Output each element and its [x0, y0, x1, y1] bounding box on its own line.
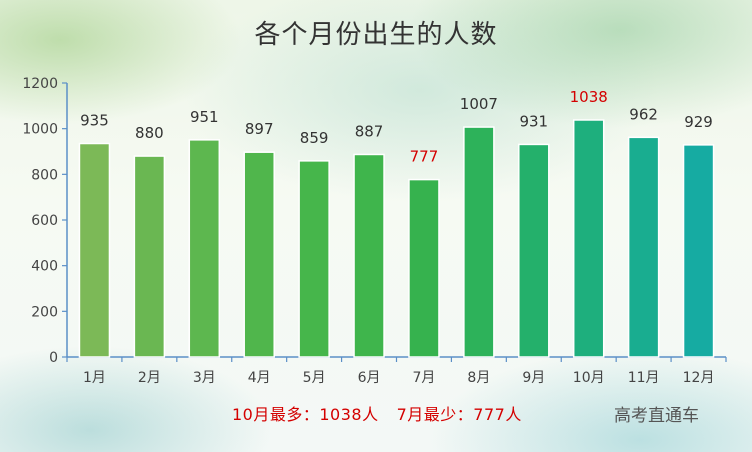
data-label: 962 [629, 105, 658, 123]
data-label: 887 [355, 122, 384, 140]
x-tick-label: 8月 [467, 370, 490, 386]
data-label: 859 [300, 129, 329, 147]
y-tick-label: 400 [31, 259, 58, 275]
data-label: 931 [519, 112, 548, 130]
x-tick-label: 5月 [303, 370, 326, 386]
x-tick-label: 9月 [522, 370, 545, 386]
data-label: 1038 [570, 88, 608, 106]
y-tick-label: 600 [31, 213, 58, 229]
data-label: 880 [135, 124, 164, 142]
bar [682, 144, 715, 358]
y-tick-label: 800 [31, 167, 58, 183]
x-tick-label: 6月 [358, 370, 381, 386]
bar [243, 151, 275, 358]
bar [353, 153, 385, 358]
bar [463, 126, 495, 358]
bar [408, 178, 440, 358]
brand-watermark: 高考直通车 [614, 406, 699, 426]
bar [627, 136, 660, 358]
bar [518, 143, 550, 358]
min-note: 7月最少：777人 [396, 405, 522, 424]
x-tick-label: 3月 [193, 370, 216, 386]
bar [133, 155, 166, 358]
bar [298, 160, 330, 358]
bar [78, 142, 111, 358]
max-note: 10月最多：1038人 [232, 405, 379, 424]
x-tick-label: 4月 [248, 370, 271, 386]
data-label: 1007 [460, 95, 498, 113]
x-tick-label: 11月 [628, 370, 660, 386]
x-tick-label: 1月 [83, 370, 106, 386]
data-label: 951 [190, 108, 219, 126]
data-label: 897 [245, 120, 274, 138]
data-label: 929 [684, 113, 713, 131]
y-tick-label: 1000 [22, 122, 58, 138]
bar [572, 119, 605, 358]
data-label: 935 [80, 112, 109, 130]
x-tick-label: 12月 [683, 370, 715, 386]
x-tick-label: 10月 [573, 370, 605, 386]
chart-title: 各个月份出生的人数 [254, 20, 498, 50]
data-label: 777 [410, 148, 439, 166]
x-tick-label: 2月 [138, 370, 161, 386]
y-tick-label: 0 [49, 350, 58, 366]
summary-note: 10月最多：1038人 7月最少：777人 [232, 401, 540, 425]
bar [188, 139, 221, 358]
y-tick-label: 1200 [22, 76, 58, 92]
y-tick-label: 200 [31, 304, 58, 320]
x-tick-label: 7月 [412, 370, 435, 386]
